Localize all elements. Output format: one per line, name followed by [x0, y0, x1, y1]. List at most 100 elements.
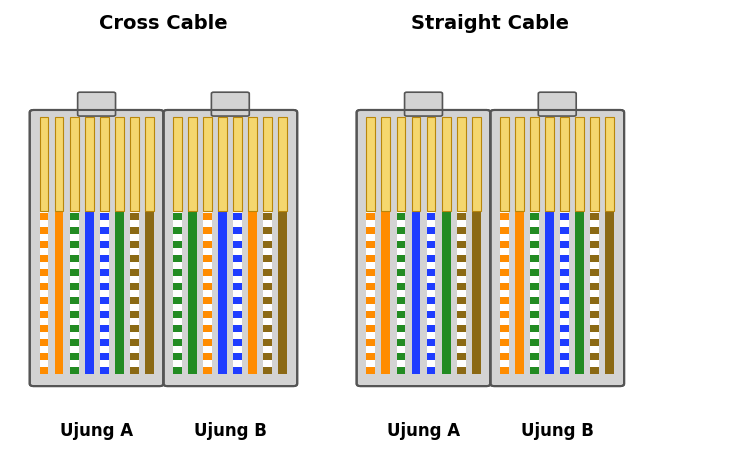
Bar — [85, 211, 94, 374]
Bar — [412, 211, 421, 374]
Bar — [560, 325, 569, 332]
Bar — [457, 255, 466, 262]
Bar — [204, 117, 212, 211]
Bar — [100, 269, 108, 276]
Bar — [366, 269, 375, 276]
Bar — [500, 283, 509, 290]
Bar — [366, 211, 375, 374]
Bar — [70, 269, 79, 276]
Bar — [531, 241, 539, 248]
Bar — [591, 117, 600, 211]
Bar — [457, 367, 466, 374]
Bar — [426, 227, 435, 234]
Bar — [457, 241, 466, 248]
Text: Cross Cable: Cross Cable — [99, 14, 228, 33]
Bar — [130, 241, 139, 248]
Bar — [545, 117, 554, 211]
Bar — [70, 227, 79, 234]
Bar — [264, 255, 273, 262]
Bar — [70, 339, 79, 346]
Bar — [70, 241, 79, 248]
Bar — [173, 367, 182, 374]
Bar — [85, 117, 94, 211]
FancyBboxPatch shape — [211, 92, 249, 116]
Bar — [560, 213, 569, 220]
Bar — [100, 325, 108, 332]
Bar — [500, 297, 509, 304]
Bar — [531, 211, 539, 374]
Bar — [397, 311, 406, 318]
Bar — [457, 283, 466, 290]
FancyBboxPatch shape — [357, 110, 490, 386]
Bar — [426, 211, 435, 374]
Bar — [531, 117, 539, 211]
Bar — [426, 283, 435, 290]
Bar — [366, 367, 375, 374]
Bar — [531, 269, 539, 276]
Bar — [500, 339, 509, 346]
Bar — [248, 117, 257, 211]
Bar — [264, 353, 273, 360]
Bar — [441, 211, 450, 374]
Bar — [426, 269, 435, 276]
Bar — [130, 269, 139, 276]
Bar — [531, 213, 539, 220]
Bar — [397, 297, 406, 304]
Bar — [39, 117, 48, 211]
Bar — [39, 211, 48, 374]
Bar — [591, 269, 600, 276]
Bar — [500, 117, 509, 211]
Bar — [188, 211, 197, 374]
Bar — [591, 227, 600, 234]
Bar — [500, 211, 509, 374]
Bar — [560, 283, 569, 290]
Bar — [531, 367, 539, 374]
Bar — [397, 367, 406, 374]
Bar — [130, 211, 139, 374]
Bar — [591, 325, 600, 332]
Bar — [100, 211, 108, 374]
Bar — [204, 213, 212, 220]
Bar — [70, 297, 79, 304]
Bar — [204, 255, 212, 262]
Bar — [500, 353, 509, 360]
Bar — [500, 255, 509, 262]
Bar — [264, 117, 273, 211]
Bar — [366, 339, 375, 346]
Bar — [130, 297, 139, 304]
Bar — [500, 269, 509, 276]
Bar — [204, 353, 212, 360]
Bar — [188, 117, 197, 211]
Bar — [233, 367, 242, 374]
FancyBboxPatch shape — [30, 110, 163, 386]
Bar — [204, 211, 212, 374]
Bar — [145, 117, 154, 211]
Bar — [397, 325, 406, 332]
Bar — [100, 227, 108, 234]
Bar — [233, 283, 242, 290]
Bar — [381, 117, 390, 211]
Text: Ujung A: Ujung A — [60, 422, 133, 439]
Bar — [397, 241, 406, 248]
Bar — [500, 311, 509, 318]
Bar — [397, 117, 406, 211]
Bar — [54, 211, 63, 374]
Bar — [472, 117, 481, 211]
Bar — [366, 311, 375, 318]
Bar — [426, 339, 435, 346]
Bar — [264, 311, 273, 318]
Bar — [130, 283, 139, 290]
Bar — [264, 241, 273, 248]
Bar — [264, 213, 273, 220]
Bar — [366, 297, 375, 304]
Bar — [100, 353, 108, 360]
Bar — [366, 255, 375, 262]
Bar — [426, 325, 435, 332]
Bar — [500, 325, 509, 332]
Bar — [70, 213, 79, 220]
Bar — [426, 213, 435, 220]
Bar — [39, 283, 48, 290]
Bar — [100, 367, 108, 374]
Bar — [397, 339, 406, 346]
Bar — [204, 241, 212, 248]
